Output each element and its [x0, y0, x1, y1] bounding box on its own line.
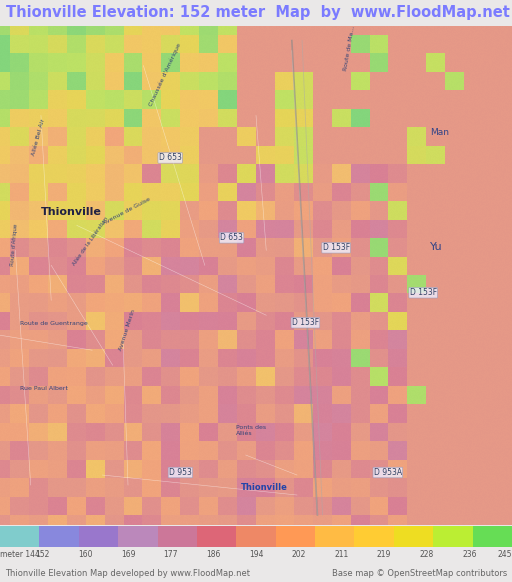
Bar [0, 526, 39, 547]
Text: 194: 194 [249, 550, 263, 559]
Text: 219: 219 [377, 550, 391, 559]
Bar [39, 526, 79, 547]
Text: Route de Ma...: Route de Ma... [343, 26, 356, 72]
Bar [158, 526, 197, 547]
Text: D 153F: D 153F [323, 243, 350, 253]
Text: D 653: D 653 [159, 154, 182, 162]
Bar [354, 526, 394, 547]
Bar [433, 526, 473, 547]
Text: Rue Paul Albert: Rue Paul Albert [20, 386, 69, 391]
Text: 169: 169 [121, 550, 135, 559]
Text: D 153F: D 153F [292, 318, 319, 327]
Bar [315, 526, 354, 547]
Bar [473, 526, 512, 547]
Text: 152: 152 [35, 550, 50, 559]
Bar [275, 526, 315, 547]
Text: 202: 202 [291, 550, 306, 559]
Text: 186: 186 [206, 550, 221, 559]
Text: D 953: D 953 [169, 468, 192, 477]
Text: Allée de la Libération: Allée de la Libération [72, 216, 109, 267]
Text: Base map © OpenStreetMap contributors: Base map © OpenStreetMap contributors [332, 569, 507, 579]
Text: meter 144: meter 144 [0, 550, 40, 559]
Text: 211: 211 [334, 550, 349, 559]
Bar [118, 526, 158, 547]
Text: D 653: D 653 [220, 233, 243, 242]
Text: 160: 160 [78, 550, 93, 559]
Text: Man: Man [430, 129, 449, 137]
Text: Route de Guentrange: Route de Guentrange [20, 321, 88, 327]
Text: Route d'Afrique: Route d'Afrique [10, 223, 19, 267]
Text: D 153F: D 153F [410, 288, 437, 297]
Text: Thionville Elevation Map developed by www.FloodMap.net: Thionville Elevation Map developed by ww… [5, 569, 250, 579]
Bar [197, 526, 237, 547]
Text: Thionville Elevation: 152 meter  Map  by  www.FloodMap.net (beta): Thionville Elevation: 152 meter Map by w… [6, 5, 512, 20]
Text: 177: 177 [163, 550, 178, 559]
Text: Chaussée d'Amérique: Chaussée d'Amérique [148, 42, 183, 107]
Text: Ponts des
Alliés: Ponts des Alliés [236, 425, 266, 436]
Text: Thionville: Thionville [241, 483, 288, 492]
Text: 236: 236 [462, 550, 477, 559]
Text: Yu: Yu [430, 242, 443, 253]
Bar [394, 526, 433, 547]
Text: Allée Bel Air: Allée Bel Air [31, 119, 46, 157]
Bar [237, 526, 275, 547]
Text: D 953A: D 953A [374, 468, 402, 477]
Text: 228: 228 [419, 550, 434, 559]
Bar [79, 526, 118, 547]
Text: Thionville: Thionville [41, 207, 102, 217]
Text: 245: 245 [498, 550, 512, 559]
Text: Avenue de Guise: Avenue de Guise [102, 197, 152, 226]
Text: Avenue Merln: Avenue Merln [118, 308, 136, 351]
